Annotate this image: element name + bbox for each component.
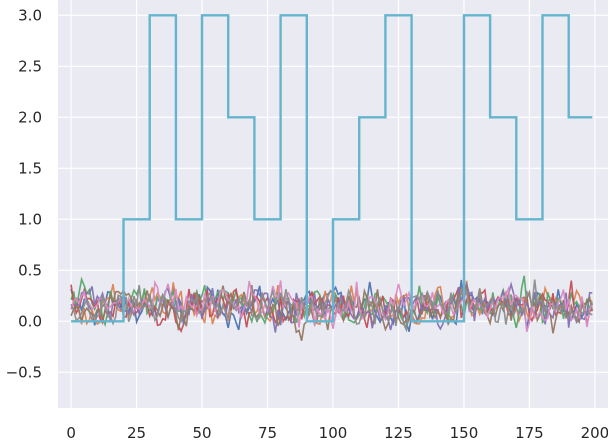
x-tick-label: 150	[450, 424, 479, 440]
y-tick-label: 2.5	[18, 57, 42, 75]
x-tick-label: 0	[66, 424, 76, 440]
step-series-group	[71, 14, 593, 323]
noise-series-line	[70, 279, 593, 333]
y-tick-label: 1.5	[18, 159, 42, 177]
x-tick-label: 25	[127, 424, 146, 440]
x-tick-label: 75	[258, 424, 277, 440]
y-axis-ticks: −0.5 0.0 0.5 1.0 1.5 2.0 2.5 3.0	[6, 6, 42, 381]
y-tick-label: −0.5	[6, 363, 42, 381]
y-tick-label: 0.0	[18, 312, 42, 330]
y-tick-label: 3.0	[18, 6, 42, 24]
x-tick-label: 200	[581, 424, 608, 440]
x-tick-label: 175	[515, 424, 544, 440]
x-tick-label: 100	[319, 424, 348, 440]
x-tick-label: 125	[384, 424, 413, 440]
step-series-line	[71, 14, 593, 323]
y-tick-label: 1.0	[18, 210, 42, 228]
y-tick-label: 0.5	[18, 261, 42, 279]
x-axis-ticks: 0 25 50 75 100 125 150 175 200	[66, 424, 608, 440]
y-tick-label: 2.0	[18, 108, 42, 126]
noise-series-line	[70, 275, 594, 331]
x-tick-label: 50	[193, 424, 212, 440]
